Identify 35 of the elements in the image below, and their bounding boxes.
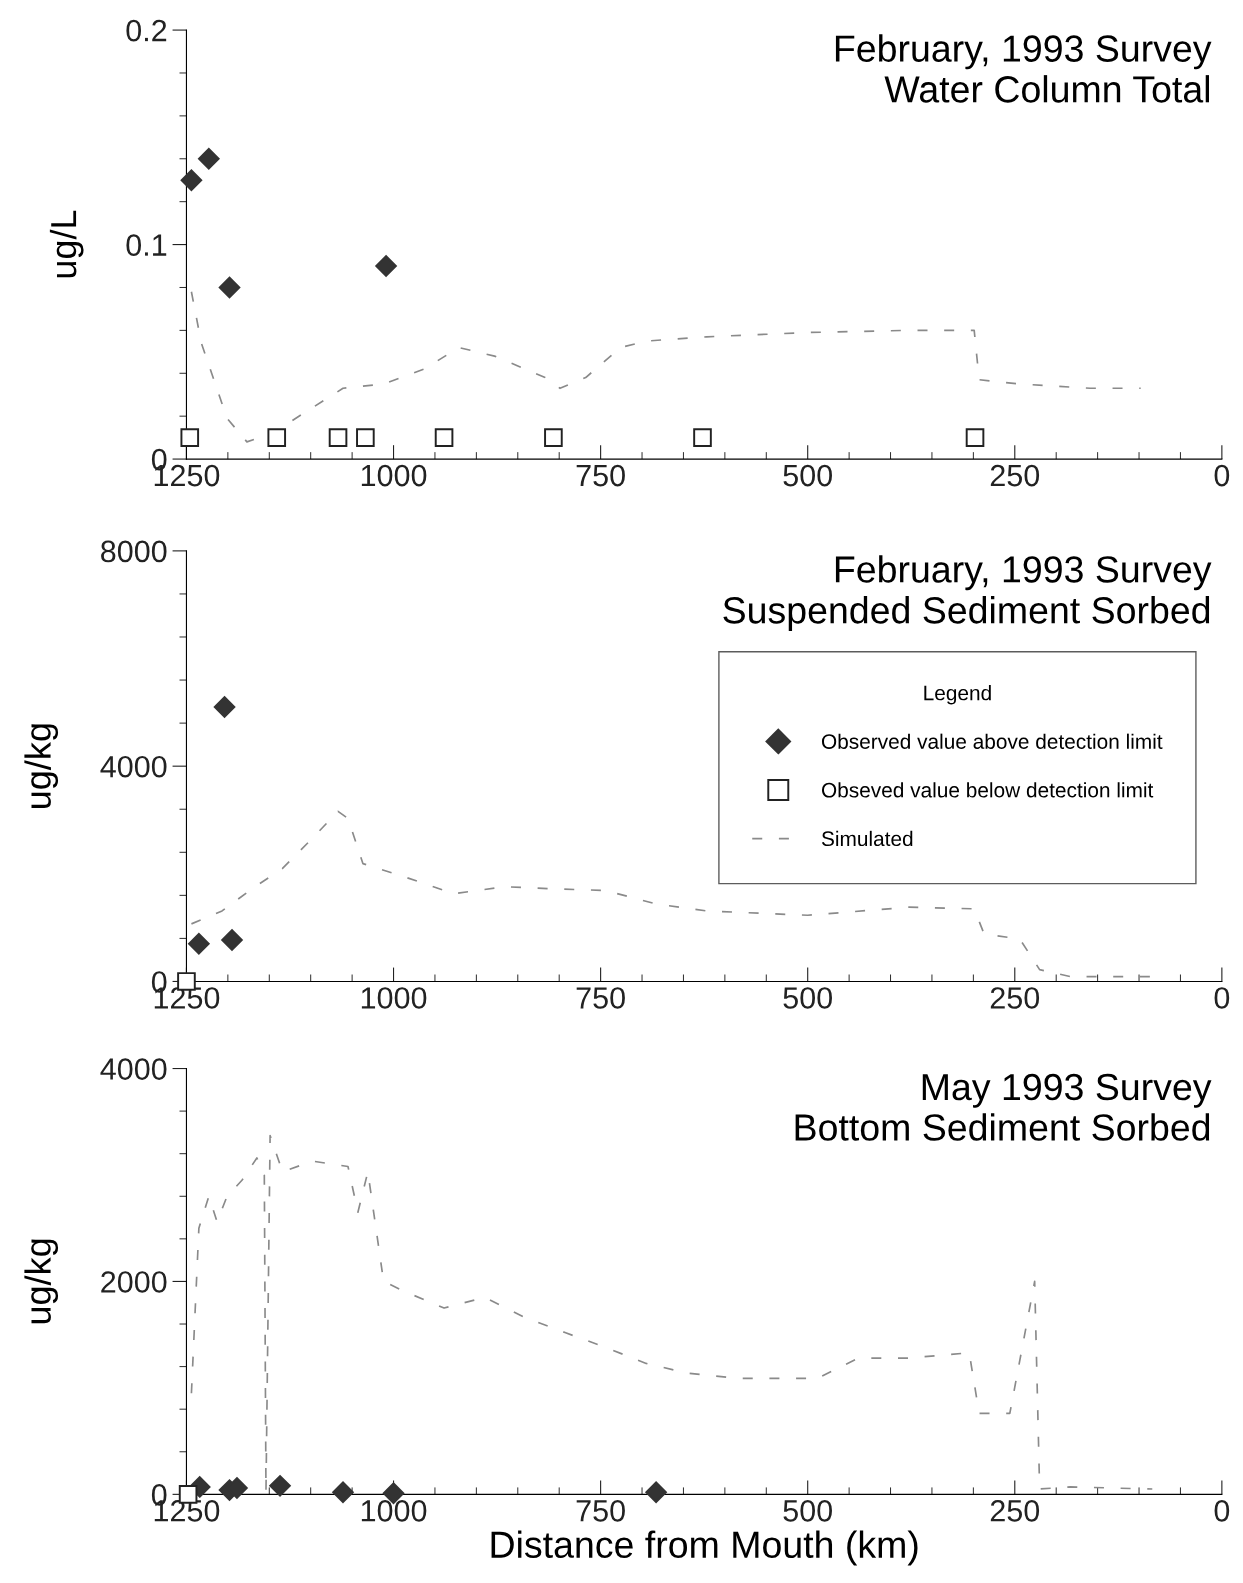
x-tick-label: 1000 <box>361 1500 427 1522</box>
x-tick-label: 500 <box>783 987 832 1009</box>
legend-label: Observed value above detection limit <box>821 733 1163 749</box>
x-tick-label: 250 <box>990 464 1040 487</box>
x-tick-label: 750 <box>576 464 625 487</box>
x-tick-label: 500 <box>783 464 832 487</box>
chart-title: May 1993 Survey <box>922 1073 1212 1108</box>
text: Water Column Total <box>884 75 1210 103</box>
y-tick-label: 4000 <box>100 1058 167 1080</box>
x-tick-label: 250 <box>990 987 1040 1009</box>
legend-label: Obseved value below detection limit <box>821 782 1154 798</box>
y-tick-label: 0.2 <box>126 19 167 42</box>
x-tick-label: 1000 <box>361 987 427 1009</box>
x-tick-label: 750 <box>576 987 625 1009</box>
text: Bottom Sediment Sorbed <box>795 1113 1210 1141</box>
legend-label: Simulated <box>821 830 913 847</box>
chart-title: February, 1993 Survey <box>835 34 1212 70</box>
legend-title: Legend <box>924 685 991 705</box>
y-axis-title: ug/kg <box>24 1239 59 1324</box>
x-tick-label: 250 <box>990 1500 1040 1522</box>
x-tick-label: 0 <box>1214 1500 1230 1522</box>
y-axis-title: ug/L <box>49 210 84 278</box>
y-axis-title: ug/kg <box>24 724 59 808</box>
x-tick-label: 750 <box>576 1500 625 1522</box>
chart-title: February, 1993 Survey <box>835 555 1212 591</box>
y-tick-label: 2000 <box>101 1271 167 1293</box>
y-tick-label: 0.1 <box>126 234 167 256</box>
x-tick-label: 1000 <box>361 464 427 487</box>
y-tick-label: 4000 <box>100 755 167 778</box>
x-axis-title: Distance from Mouth (km) <box>491 1530 918 1566</box>
y-tick-label: 8000 <box>101 540 167 563</box>
x-tick-label: 0 <box>1214 464 1230 487</box>
x-tick-label: 0 <box>1214 987 1230 1009</box>
text: Suspended Sediment Sorbed <box>723 596 1210 632</box>
x-tick-label: 500 <box>783 1500 832 1522</box>
